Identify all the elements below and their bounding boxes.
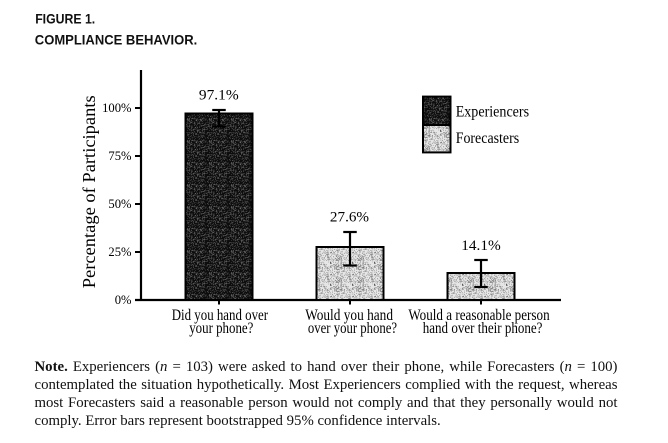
svg-text:Would a reasonable person: Would a reasonable person [408,307,549,324]
svg-text:over your phone?: over your phone? [308,320,397,337]
svg-text:Percentage of Participants: Percentage of Participants [79,95,99,288]
svg-text:Experiencers: Experiencers [456,104,529,121]
svg-text:97.1%: 97.1% [199,88,239,104]
svg-text:hand over their phone?: hand over their phone? [423,320,543,337]
svg-text:Did you hand over: Did you hand over [172,307,269,324]
svg-text:27.6%: 27.6% [330,209,369,225]
svg-text:Would you hand: Would you hand [305,307,393,324]
svg-text:Forecasters: Forecasters [456,130,520,147]
svg-text:25%: 25% [108,245,132,259]
svg-text:75%: 75% [108,149,132,163]
svg-text:0%: 0% [115,293,132,307]
svg-text:COMPLIANCE BEHAVIOR.: COMPLIANCE BEHAVIOR. [35,32,198,48]
svg-text:14.1%: 14.1% [461,238,501,254]
svg-text:100%: 100% [102,101,132,115]
svg-text:50%: 50% [108,197,132,211]
svg-text:FIGURE 1.: FIGURE 1. [35,10,95,26]
svg-text:your phone?: your phone? [189,320,253,337]
